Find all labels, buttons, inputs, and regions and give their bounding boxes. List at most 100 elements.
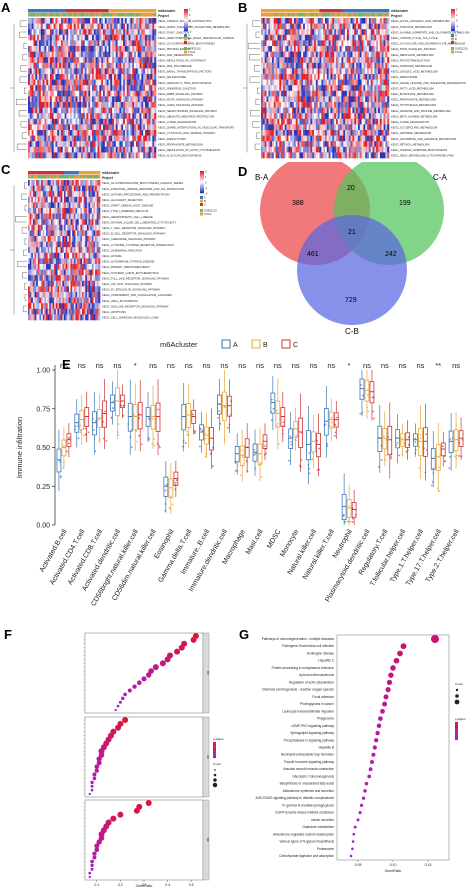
- heatmap-cell: [367, 46, 370, 52]
- heatmap-cell: [146, 124, 149, 131]
- heatmap-cell: [72, 280, 75, 287]
- heatmap-cell: [55, 146, 58, 153]
- heatmap-cell: [31, 202, 34, 209]
- heatmap-cell: [48, 18, 51, 24]
- heatmap-cell: [115, 113, 118, 120]
- dendrogram-branch: [255, 31, 260, 38]
- heatmap-cell: [297, 152, 300, 159]
- cluster-annotation-cell: [104, 9, 107, 13]
- heatmap-cell: [328, 118, 331, 125]
- heatmap-cell: [378, 130, 381, 136]
- heatmap-cell: [86, 185, 89, 192]
- heatmap-cell: [99, 107, 102, 114]
- heatmap-cell: [279, 107, 282, 114]
- heatmap-cell: [44, 107, 47, 114]
- heatmap-cell: [62, 96, 65, 103]
- heatmap-cell: [97, 34, 100, 41]
- heatmap-cell: [37, 62, 40, 69]
- heatmap-cell: [321, 62, 324, 69]
- heatmap-cell: [314, 96, 317, 103]
- heatmap-cell: [374, 141, 377, 148]
- heatmap-cell: [145, 102, 148, 108]
- heatmap-cell: [383, 74, 386, 80]
- heatmap-cell: [282, 74, 286, 80]
- heatmap-cell: [115, 124, 118, 131]
- heatmap-cell: [59, 79, 62, 86]
- heatmap-cell: [264, 62, 267, 69]
- heatmap-cell: [328, 85, 331, 92]
- heatmap-cell: [334, 79, 337, 86]
- heatmap-cell: [295, 68, 298, 75]
- heatmap-row-label: KEGG_SNARE_INTERACTIONS_IN_VESICULAR_TRA…: [158, 126, 234, 130]
- heatmap-cell: [46, 297, 48, 304]
- heatmap-cell: [141, 34, 144, 41]
- heatmap-cell: [95, 40, 98, 47]
- heatmap-cell: [312, 23, 315, 30]
- heatmap-cell: [117, 118, 120, 125]
- heatmap-cell: [284, 74, 287, 80]
- heatmap-cell: [44, 135, 47, 142]
- heatmap-cell: [106, 57, 109, 64]
- heatmap-cell: [308, 141, 311, 148]
- heatmap-cell: [84, 68, 87, 75]
- heatmap-cell: [266, 57, 269, 64]
- heatmap-cell: [387, 102, 390, 108]
- heatmap-cell: [281, 40, 284, 47]
- heatmap-cell: [337, 62, 340, 69]
- heatmap-cell: [370, 29, 373, 36]
- heatmap-cell: [379, 34, 382, 41]
- heatmap-cell: [54, 230, 57, 237]
- heatmap-cell: [323, 57, 326, 64]
- heatmap-cell: [145, 23, 148, 30]
- project-annotation-cell: [368, 13, 372, 17]
- heatmap-cell: [337, 57, 340, 64]
- heatmap-cell: [54, 286, 57, 293]
- heatmap-cell: [97, 79, 100, 86]
- heatmap-cell: [325, 18, 328, 24]
- heatmap-cell: [345, 107, 348, 114]
- heatmap-cell: [277, 74, 280, 80]
- heatmap-cell: [132, 29, 135, 36]
- heatmap-cell: [90, 18, 93, 24]
- heatmap-cell: [295, 62, 298, 69]
- heatmap-cell: [128, 102, 131, 108]
- heatmap-cell: [42, 51, 45, 58]
- heatmap-cell: [46, 247, 48, 254]
- heatmap-cell: [341, 102, 344, 108]
- heatmap-cell: [354, 34, 357, 41]
- heatmap-cell: [96, 230, 99, 237]
- heatmap-cell: [367, 130, 370, 136]
- heatmap-cell: [67, 258, 70, 265]
- heatmap-cell: [95, 219, 98, 226]
- heatmap-cell: [93, 213, 96, 220]
- heatmap-cell: [60, 241, 63, 248]
- heatmap-cell: [104, 90, 107, 97]
- heatmap-cell: [67, 247, 70, 254]
- dendrogram-branch: [23, 43, 27, 49]
- heatmap-cell: [330, 152, 333, 159]
- heatmap-cell: [314, 18, 317, 24]
- heatmap-cell: [51, 124, 54, 131]
- heatmap-cell: [49, 18, 53, 24]
- heatmap-cell: [59, 34, 62, 41]
- heatmap-cell: [150, 74, 153, 80]
- heatmap-cell: [62, 46, 65, 52]
- heatmap-cell: [84, 46, 87, 52]
- dendrogram-branch: [24, 238, 27, 245]
- heatmap-cell: [262, 51, 265, 58]
- heatmap-cell: [93, 40, 96, 47]
- heatmap-cell: [365, 146, 368, 153]
- heatmap-cell: [328, 34, 331, 41]
- heatmap-cell: [28, 141, 31, 148]
- heatmap-cell: [77, 18, 80, 24]
- heatmap-cell: [85, 241, 88, 248]
- heatmap-cell: [119, 113, 122, 120]
- heatmap-cell: [95, 185, 98, 192]
- heatmap-cell: [357, 18, 361, 24]
- heatmap-cell: [31, 107, 34, 114]
- heatmap-cell: [299, 135, 302, 142]
- heatmap-cell: [38, 102, 42, 108]
- heatmap-cell: [82, 196, 84, 203]
- project-annotation-cell: [104, 13, 107, 17]
- cluster-annotation-cell: [348, 9, 351, 13]
